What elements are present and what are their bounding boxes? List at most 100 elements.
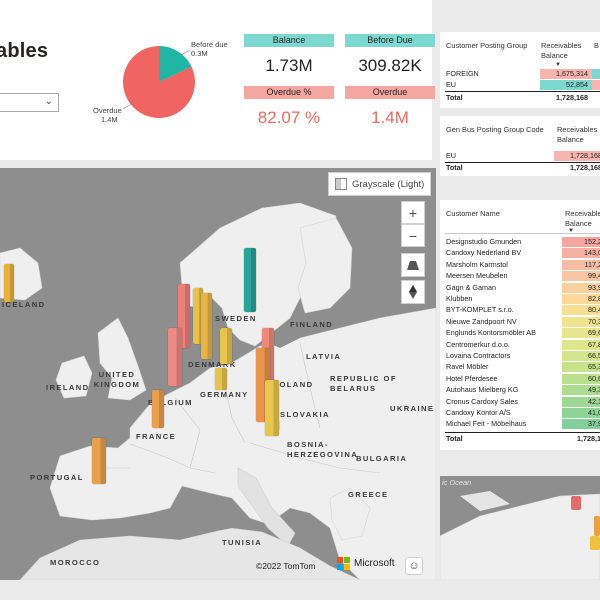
country-label: UKRAINE (390, 404, 435, 413)
map-3d-bar[interactable] (4, 264, 14, 302)
pie-slice-overdue[interactable] (123, 46, 195, 119)
tilt-icon (407, 261, 419, 270)
col-header-extra[interactable]: B (594, 41, 599, 50)
table-row-label[interactable]: Gagn & Gaman (446, 282, 496, 292)
table-row-label[interactable]: BYT-KOMPLET s.r.o. (446, 305, 514, 315)
cell-bg-customer (562, 237, 600, 247)
pie-label-overdue: Overdue 1.4M (93, 106, 122, 124)
mini-map-bar[interactable] (590, 536, 600, 550)
col-header-receivables-balance[interactable]: Receivables Balance (541, 41, 581, 61)
kpi-overdue-pct-card[interactable]: Overdue % 82.07 % (244, 86, 334, 128)
secondary-map[interactable]: ic Ocean (440, 476, 600, 580)
col-header-receivables-balance[interactable]: Receivables Balance (565, 209, 600, 229)
country-label: GERMANY (200, 390, 249, 399)
zoom-out-button[interactable]: − (401, 224, 425, 247)
table-row-value: 41,0 (588, 408, 600, 417)
table-row-label[interactable]: Marsholm Karmstol (446, 259, 508, 269)
feedback-smiley-icon[interactable]: ☺ (405, 557, 423, 575)
cell-bg-customer (562, 294, 600, 304)
map-3d-bar[interactable] (265, 380, 279, 436)
table-row-label[interactable]: Klubben (446, 294, 473, 303)
map-3d-bar[interactable] (215, 368, 227, 390)
country-label: UNITED KINGDOM (93, 370, 141, 389)
table-row-label[interactable]: Nieuwe Zandpoort NV (446, 316, 517, 326)
col-header-gen-bus-posting-group[interactable]: Gen Bus Posting Group Code (446, 125, 544, 134)
country-label: TUNISIA (222, 538, 263, 547)
filter-slicer-dropdown[interactable]: ⌄ (0, 93, 59, 112)
map-3d-bar[interactable] (244, 248, 256, 312)
receivables-3d-map[interactable]: ICELAND SWEDEN FINLAND LATVIA DENMARK IRELAND… (0, 168, 436, 580)
table-total-value: 1,728,168 (570, 163, 600, 172)
cell-bg-customer (562, 373, 600, 384)
country-label: MOROCCO (50, 558, 101, 567)
table-row-value: 80,4 (588, 305, 600, 315)
compass-button[interactable] (401, 280, 425, 304)
kpi-overdue-pct-label: Overdue % (244, 86, 334, 99)
cell-bg-customer (562, 305, 600, 316)
table-row-label[interactable]: Ravel Möbler (446, 362, 489, 372)
customer-posting-group-table[interactable]: Customer Posting Group Receivables Balan… (440, 32, 600, 108)
col-header-customer-name[interactable]: Customer Name (446, 209, 500, 218)
cell-bg-customer (562, 408, 600, 418)
table-row-label[interactable]: Lovaina Contractors (446, 351, 511, 360)
table-row-value: 152,2 (584, 237, 600, 246)
mini-map-sea-label: ic Ocean (442, 478, 472, 487)
sort-desc-icon[interactable]: ▼ (555, 62, 561, 68)
land-finland (297, 217, 353, 314)
table-row-label[interactable]: Candoxy Kontor A/S (446, 408, 511, 417)
chevron-down-icon: ⌄ (44, 96, 53, 107)
table-row-value: 143,0 (584, 248, 600, 258)
map-3d-bar[interactable] (220, 328, 232, 364)
table-row-label[interactable]: Centromerkur d.o.o. (446, 339, 510, 349)
col-header-receivables-balance[interactable]: Receivables Balance (557, 125, 597, 145)
map-3d-bar[interactable] (193, 288, 203, 344)
table-row-label[interactable]: Autohaus Mielberg KG (446, 385, 519, 395)
zoom-in-button[interactable]: + (401, 201, 425, 224)
compass-icon (409, 285, 417, 299)
table-row-value: 70,3 (588, 316, 600, 326)
country-label: BULGARIA (356, 454, 408, 463)
table-row-label[interactable]: Meersen Meubelen (446, 271, 508, 281)
table-row-label[interactable]: Hotel Pferdesee (446, 373, 498, 383)
table-row-label[interactable]: Candoxy Nederland BV (446, 248, 522, 258)
table-row-value: 82,8 (588, 294, 600, 303)
kpi-before-due-card[interactable]: Before Due 309.82K (345, 34, 435, 76)
mini-map-bar[interactable] (594, 516, 600, 536)
gen-bus-posting-group-table[interactable]: Gen Bus Posting Group Code Receivables B… (440, 116, 600, 176)
pie-slice-before-due[interactable] (159, 46, 192, 82)
mini-map-bar[interactable] (571, 496, 581, 510)
country-label: SLOVAKIA (280, 410, 330, 419)
map-3d-bar[interactable] (201, 293, 212, 359)
map-3d-bar[interactable] (152, 390, 164, 428)
cell-bg-customer (562, 396, 600, 407)
customer-receivables-table[interactable]: Customer Name Receivables Balance ▼ Desi… (440, 200, 600, 450)
sort-desc-icon[interactable]: ▼ (568, 228, 574, 234)
table-row-label[interactable]: Michael Feit - Möbelhaus (446, 419, 527, 429)
kpi-overdue-value: 1.4M (371, 108, 409, 127)
cell-bg-customer (562, 248, 600, 259)
header-card: ables ⌄ Before due 0.3M Overdue 1.4M Bal… (0, 0, 435, 160)
cell-bg-eu (554, 151, 600, 161)
page-title: ables (0, 40, 49, 62)
kpi-balance-card[interactable]: Balance 1.73M (244, 34, 334, 76)
cell-bg-customer (562, 351, 600, 361)
pie-label-overdue-text: Overdue (93, 106, 122, 115)
table-row-label: EU (446, 80, 456, 89)
cell-bg-customer (562, 282, 600, 293)
map-3d-bar[interactable] (92, 438, 106, 484)
country-label: DENMARK (188, 360, 237, 369)
receivables-pie-chart[interactable]: Before due 0.3M Overdue 1.4M (93, 36, 233, 136)
map-credit-tomtom: ©2022 TomTom (256, 561, 316, 571)
tilt-view-button[interactable] (401, 253, 425, 277)
cell-bg-eu-b (592, 80, 600, 90)
map-style-button[interactable]: Grayscale (Light) (328, 172, 431, 196)
table-row-label[interactable]: Cronus Cardoxy Sales (446, 396, 518, 406)
col-header-receivables: Receivables (565, 209, 600, 218)
map-3d-bar[interactable] (168, 328, 182, 386)
col-header-customer-posting-group[interactable]: Customer Posting Group (446, 41, 528, 50)
table-row-label[interactable]: Englunds Kontorsmöbler AB (446, 328, 536, 338)
table-row-label[interactable]: Designstudio Gmunden (446, 237, 522, 246)
table-total-label: Total (446, 434, 463, 443)
kpi-overdue-card[interactable]: Overdue 1.4M (345, 86, 435, 128)
